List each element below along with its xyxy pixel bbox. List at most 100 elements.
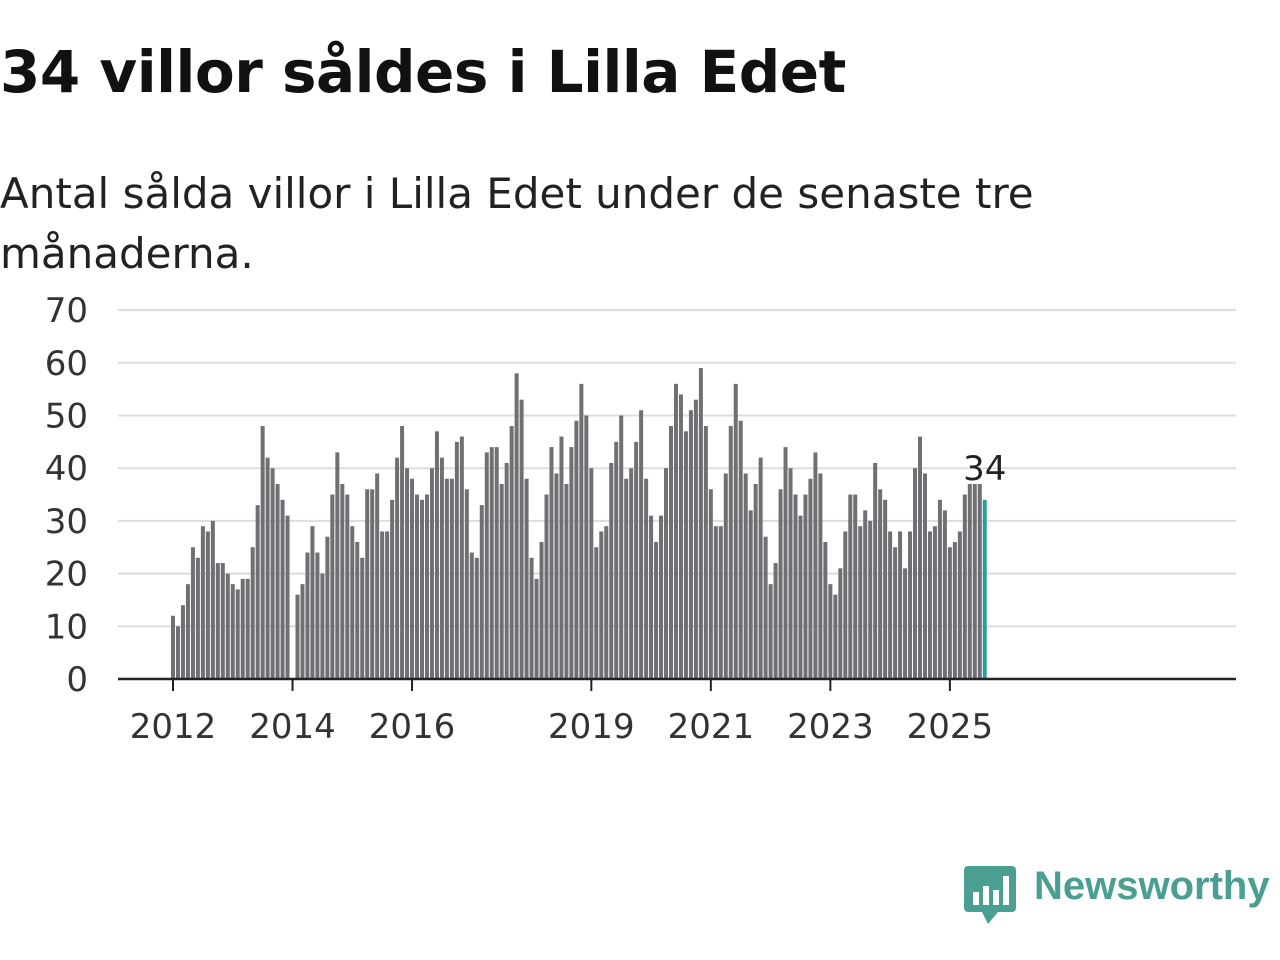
bar bbox=[504, 462, 509, 679]
bar bbox=[624, 478, 629, 679]
bar bbox=[539, 541, 544, 679]
bar bbox=[385, 531, 390, 679]
bar bbox=[878, 489, 883, 679]
bar bbox=[918, 436, 922, 679]
bar bbox=[295, 594, 300, 679]
bar bbox=[803, 494, 808, 679]
bar bbox=[942, 510, 947, 679]
bar bbox=[350, 526, 355, 679]
newsworthy-logo: Newsworthy bbox=[962, 862, 1280, 928]
bar bbox=[967, 484, 972, 679]
bar bbox=[763, 536, 768, 679]
bar bbox=[629, 468, 634, 679]
bar bbox=[424, 494, 429, 679]
bar bbox=[469, 552, 474, 679]
bar bbox=[534, 578, 539, 679]
bar bbox=[703, 426, 708, 679]
bar bbox=[688, 410, 693, 679]
bar bbox=[499, 484, 504, 679]
bar bbox=[370, 489, 375, 679]
bar bbox=[833, 594, 838, 679]
bar bbox=[664, 468, 669, 679]
bar bbox=[390, 499, 395, 679]
bar bbox=[823, 541, 828, 679]
bar bbox=[415, 494, 420, 679]
bar bbox=[614, 441, 619, 679]
bar bbox=[843, 531, 848, 679]
bar bbox=[564, 484, 569, 679]
bar bbox=[579, 383, 584, 679]
bar bbox=[360, 557, 365, 679]
chart-subtitle: Antal sålda villor i Lilla Edet under de… bbox=[0, 169, 1034, 278]
bar bbox=[449, 478, 454, 679]
bar bbox=[509, 426, 514, 679]
bar bbox=[783, 447, 788, 679]
bar bbox=[330, 494, 335, 679]
bar bbox=[420, 499, 424, 679]
bar bbox=[728, 426, 733, 679]
bar bbox=[698, 368, 703, 679]
bar bbox=[713, 526, 718, 679]
bar bbox=[723, 473, 728, 679]
bar bbox=[375, 473, 380, 679]
bar bbox=[798, 515, 803, 679]
bar bbox=[489, 447, 494, 679]
bar bbox=[644, 478, 649, 679]
bar bbox=[464, 489, 469, 679]
newsworthy-logo-icon bbox=[964, 866, 1016, 924]
bar bbox=[639, 410, 644, 679]
y-tick-label: 0 bbox=[66, 660, 88, 700]
x-tick-label: 2021 bbox=[668, 707, 755, 747]
bar bbox=[429, 468, 434, 679]
bar bbox=[569, 447, 574, 679]
bar bbox=[888, 531, 893, 679]
bar bbox=[659, 515, 664, 679]
bar bbox=[340, 484, 345, 679]
bar bbox=[673, 383, 678, 679]
bar bbox=[260, 426, 265, 679]
bar bbox=[848, 494, 853, 679]
bar bbox=[439, 457, 444, 679]
bar bbox=[240, 578, 245, 679]
bar bbox=[758, 457, 763, 679]
x-tick-label: 2023 bbox=[787, 707, 874, 747]
bar bbox=[320, 573, 325, 679]
bar bbox=[235, 589, 240, 679]
bar bbox=[355, 541, 360, 679]
bar bbox=[753, 484, 758, 679]
bar bbox=[215, 563, 220, 679]
x-tick-label: 2014 bbox=[249, 707, 336, 747]
bar bbox=[230, 584, 235, 679]
x-tick-label: 2025 bbox=[907, 707, 994, 747]
bar bbox=[205, 531, 210, 679]
bar bbox=[190, 547, 195, 679]
bar bbox=[494, 447, 499, 679]
bar bbox=[365, 489, 370, 679]
bar bbox=[604, 526, 609, 679]
bar bbox=[380, 531, 385, 679]
chart-title: 34 villor såldes i Lilla Edet bbox=[0, 38, 846, 106]
newsworthy-logo-text: Newsworthy bbox=[1034, 864, 1270, 908]
bar bbox=[444, 478, 449, 679]
bar bbox=[405, 468, 410, 679]
bar bbox=[858, 526, 863, 679]
bar bbox=[972, 484, 977, 679]
bar bbox=[863, 510, 868, 679]
bar-chart: 0 10 20 30 40 50 60 70 2012 2014 2016 2019 2021 2023 2… bbox=[45, 291, 1236, 747]
bar bbox=[225, 573, 230, 679]
bar bbox=[185, 584, 190, 679]
bar bbox=[873, 462, 878, 679]
bar bbox=[280, 499, 285, 679]
bar bbox=[529, 557, 534, 679]
bar bbox=[220, 563, 225, 679]
bar bbox=[883, 499, 888, 679]
x-tick-label: 2012 bbox=[130, 707, 217, 747]
bar bbox=[459, 436, 464, 679]
bar bbox=[180, 605, 185, 679]
bar bbox=[683, 431, 688, 679]
bar bbox=[962, 494, 967, 679]
bar bbox=[544, 494, 549, 679]
bar bbox=[773, 563, 778, 679]
bar bbox=[609, 462, 614, 679]
bar bbox=[479, 505, 484, 679]
